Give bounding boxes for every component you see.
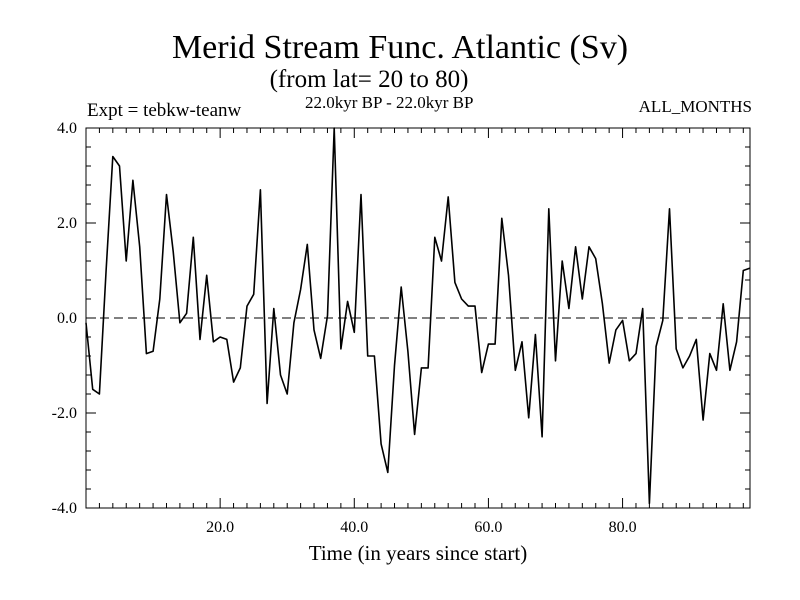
period-label: 22.0kyr BP - 22.0kyr BP	[305, 93, 474, 112]
x-tick-label: 40.0	[340, 519, 368, 536]
plot-frame	[85, 127, 751, 509]
y-tick-label: -2.0	[52, 405, 77, 422]
tick-marks	[86, 128, 750, 508]
series-line	[85, 127, 751, 505]
y-tick-label: 2.0	[57, 215, 77, 232]
x-axis-label: Time (in years since start)	[308, 541, 528, 565]
chart-subtitle: (from lat= 20 to 80)	[269, 66, 469, 93]
months-label: ALL_MONTHS	[638, 97, 752, 116]
y-tick-label: 0.0	[57, 310, 77, 327]
x-tick-label: 80.0	[609, 519, 637, 536]
y-tick-label: -4.0	[52, 500, 77, 517]
x-tick-label: 20.0	[206, 519, 234, 536]
x-tick-label: 60.0	[474, 519, 502, 536]
tick-labels: 20.0 40.0 60.0 80.0 -4.0 -2.0 0.0 2.0 4.0	[52, 120, 637, 536]
chart-title: Merid Stream Func. Atlantic (Sv)	[171, 29, 629, 66]
y-tick-label: 4.0	[57, 120, 77, 137]
experiment-label: Expt = tebkw-teanw	[87, 100, 242, 121]
